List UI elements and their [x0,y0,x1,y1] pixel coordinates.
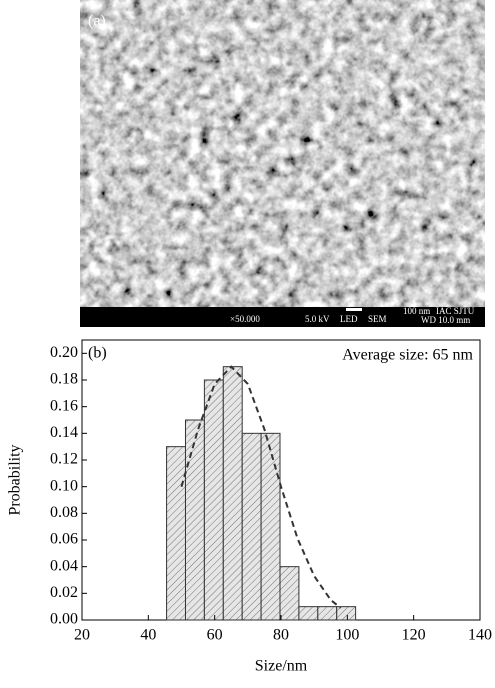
sem-mode: SEM [368,314,387,324]
scale-bar [346,308,362,311]
bar-hatch [336,606,357,621]
x-tick-label: 120 [402,627,426,644]
bar-hatch [166,446,186,621]
y-tick-label: 0.02 [50,584,78,601]
x-tick-label: 60 [207,627,223,644]
sem-detector: LED [340,314,358,324]
panel-label: (b) [88,345,107,362]
x-tick-label: 20 [74,627,90,644]
y-tick-label: 0.10 [50,477,78,494]
sem-info-bar [80,307,485,327]
sem-image [80,0,485,307]
y-tick-label: 0.18 [50,371,78,388]
bar-hatch [203,379,224,621]
bar-hatch [279,566,300,621]
y-tick-label: 0.12 [50,451,78,468]
sem-voltage: 5.0 kV [305,314,330,324]
y-tick-label: 0.04 [50,557,78,574]
x-axis-label: Size/nm [255,658,308,675]
fit-curve [180,365,342,609]
bar-hatch [222,366,243,621]
y-tick-label: 0.20 [50,344,78,361]
y-axis-label: Probability [7,444,24,515]
panel-label: (a) [88,13,106,30]
y-tick-label: 0.16 [50,397,78,414]
sem-scale-label: 100 nm [403,306,430,316]
bar-hatch [241,432,262,621]
x-tick-label: 100 [335,627,359,644]
y-tick-label: 0.08 [50,504,78,521]
sem-institution: IAC SJTU [436,306,475,316]
y-tick-label: 0.00 [50,611,78,628]
x-tick-label: 140 [468,627,492,644]
sem-working-distance: WD 10.0 mm [421,315,470,325]
x-tick-label: 40 [140,627,156,644]
x-tick-label: 80 [273,627,289,644]
bar-hatch [260,432,281,621]
sem-magnification: ×50.000 [230,314,260,324]
y-tick-label: 0.14 [50,424,78,441]
annotation: Average size: 65 nm [342,347,473,364]
y-tick-label: 0.06 [50,531,78,548]
bar-hatch [184,419,205,621]
bar-hatch [298,606,319,621]
bar-hatch [317,606,338,621]
